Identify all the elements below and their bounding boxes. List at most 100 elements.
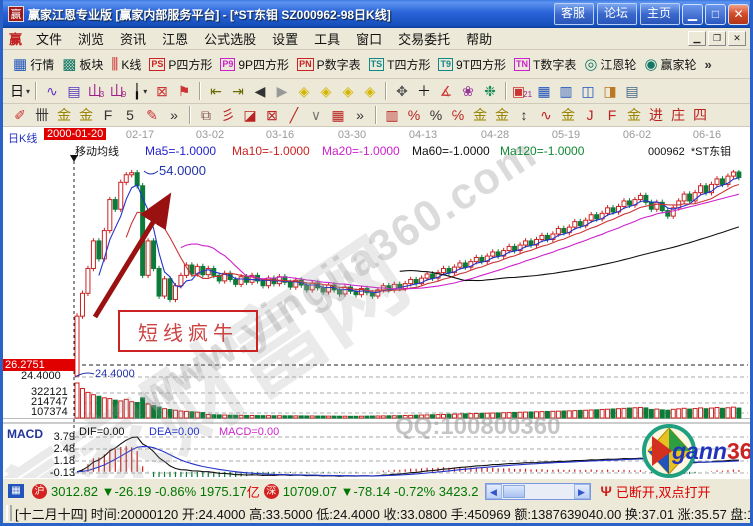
- candle-style-icon[interactable]: ╽ ▾: [129, 81, 151, 101]
- menu-gann[interactable]: 江恩: [162, 32, 189, 47]
- p-square-button[interactable]: PS P四方形: [145, 52, 216, 76]
- menu-file[interactable]: 文件: [36, 32, 63, 47]
- horizontal-scrollbar[interactable]: ◀ ▶: [484, 482, 591, 500]
- chart-area[interactable]: 赢家财富网 www.yingjia360.com QQ:100800360 日K…: [3, 127, 750, 478]
- overflow-mid-icon[interactable]: »: [349, 105, 371, 125]
- 9t-square-button[interactable]: T9 9T四方形: [434, 52, 510, 76]
- toolbar-main-overflow-icon[interactable]: »: [704, 56, 712, 72]
- window-restore-icon[interactable]: ❐: [708, 31, 726, 46]
- first-page-icon[interactable]: ⇤: [205, 81, 227, 101]
- quotes-button[interactable]: ▦ 行情: [9, 52, 58, 76]
- menu-formula-stockpick[interactable]: 公式选股: [204, 32, 257, 47]
- zoom-right-icon[interactable]: ◈: [315, 81, 337, 101]
- p-number-button[interactable]: PN P数字表: [293, 52, 365, 76]
- gann-wheel-button[interactable]: ◎ 江恩轮: [580, 52, 640, 76]
- scroll-left-icon[interactable]: ◀: [485, 483, 502, 499]
- five-grid-icon[interactable]: 5: [119, 105, 141, 125]
- crosshair-icon[interactable]: ＋: [413, 81, 435, 101]
- scale-list-icon[interactable]: ▥: [381, 105, 403, 125]
- window-close-icon[interactable]: ✕: [728, 31, 746, 46]
- kline-canvas[interactable]: [3, 127, 750, 478]
- last-page-icon[interactable]: ⇥: [227, 81, 249, 101]
- overflow-left-icon[interactable]: »: [163, 105, 185, 125]
- 9p-square-button[interactable]: P9 9P四方形: [216, 52, 293, 76]
- wave-gold-icon[interactable]: ∿: [535, 105, 557, 125]
- hand-pan-icon[interactable]: ✥: [391, 81, 413, 101]
- angle-tool-icon[interactable]: ∡: [435, 81, 457, 101]
- shanghai-icon[interactable]: 沪: [32, 483, 47, 499]
- fan-box-icon[interactable]: ◪: [239, 105, 261, 125]
- service-button[interactable]: 客服: [554, 3, 594, 25]
- j-angle-icon[interactable]: J: [579, 105, 601, 125]
- gann-flower-icon[interactable]: ❀: [457, 81, 479, 101]
- page-prev-icon[interactable]: ◀: [249, 81, 271, 101]
- calendar-icon[interactable]: ▣ 21: [511, 81, 533, 101]
- menu-settings[interactable]: 设置: [272, 32, 299, 47]
- jin-angle-icon[interactable]: 进: [645, 105, 667, 125]
- page-next-icon[interactable]: ▶: [271, 81, 293, 101]
- gold-grid-icon[interactable]: 金: [53, 105, 75, 125]
- zoom-left-icon[interactable]: ◈: [293, 81, 315, 101]
- capture-icon[interactable]: ◨: [599, 81, 621, 101]
- percent-slash-icon[interactable]: %: [403, 105, 425, 125]
- menu-tools[interactable]: 工具: [314, 32, 341, 47]
- menu-news[interactable]: 资讯: [120, 32, 147, 47]
- gold-circle-icon[interactable]: 金: [469, 105, 491, 125]
- forum-button[interactable]: 论坛: [597, 3, 637, 25]
- kline-button[interactable]: ⫼ K线: [107, 52, 145, 76]
- home-button[interactable]: 主页: [640, 3, 680, 25]
- scroll-right-icon[interactable]: ▶: [573, 483, 590, 499]
- price-mark-icon[interactable]: ↕: [513, 105, 535, 125]
- si-angle-icon[interactable]: 四: [689, 105, 711, 125]
- shenzhen-icon[interactable]: 深: [263, 483, 279, 499]
- percent-levels-icon[interactable]: ℅: [447, 105, 469, 125]
- zhuang-angle-icon[interactable]: 庄: [667, 105, 689, 125]
- winner-wheel-button[interactable]: ◉ 赢家轮: [640, 52, 700, 76]
- scroll-thumb[interactable]: [502, 484, 525, 498]
- ray-lines-icon[interactable]: ╱: [283, 105, 305, 125]
- close-button[interactable]: ✕: [728, 3, 749, 25]
- brush-icon[interactable]: ✐: [9, 105, 31, 125]
- sectors-button[interactable]: ▩ 板块: [58, 52, 107, 76]
- maximize-button[interactable]: □: [705, 3, 726, 25]
- minimize-button[interactable]: ▁: [682, 3, 703, 25]
- connection-status[interactable]: 已断开,双点打开: [615, 484, 711, 500]
- menu-window[interactable]: 窗口: [356, 32, 383, 47]
- save-icon[interactable]: ◫: [577, 81, 599, 101]
- market-grid-icon[interactable]: ▦: [8, 484, 24, 498]
- frame-tool-icon[interactable]: ⧉: [195, 105, 217, 125]
- gold-levels-icon[interactable]: 金: [491, 105, 513, 125]
- menu-help[interactable]: 帮助: [466, 32, 493, 47]
- window-minimize-icon[interactable]: ▁: [688, 31, 706, 46]
- gold-line-icon[interactable]: 金: [557, 105, 579, 125]
- marker-pen-icon[interactable]: ✎: [141, 105, 163, 125]
- calculator-icon[interactable]: ▦: [533, 81, 555, 101]
- fan-rays-icon[interactable]: 彡: [217, 105, 239, 125]
- gann-knot-icon[interactable]: ❉: [479, 81, 501, 101]
- overlay-curve-icon[interactable]: ∿: [41, 81, 63, 101]
- zigzag-icon[interactable]: ∨: [305, 105, 327, 125]
- pattern-icon[interactable]: ⊠: [151, 81, 173, 101]
- t-square-button[interactable]: TS T四方形: [365, 52, 435, 76]
- notes-icon[interactable]: ▤: [63, 81, 85, 101]
- gann-grid-icon[interactable]: 卌: [31, 105, 53, 125]
- connection-antenna-icon[interactable]: Ψ: [600, 483, 612, 499]
- period-day-selector[interactable]: 日 ▾: [9, 81, 31, 101]
- t-number-button[interactable]: TN T数字表: [510, 52, 580, 76]
- flag-icon[interactable]: ⚑: [173, 81, 195, 101]
- notebook-icon[interactable]: ▥: [555, 81, 577, 101]
- matrix-icon[interactable]: ▦: [327, 105, 349, 125]
- percent-icon[interactable]: %: [425, 105, 447, 125]
- zoom-in-icon[interactable]: ◈: [337, 81, 359, 101]
- print-icon[interactable]: ▤: [621, 81, 643, 101]
- fib-grid-icon[interactable]: F: [97, 105, 119, 125]
- f-angle-icon[interactable]: F: [601, 105, 623, 125]
- zoom-out-icon[interactable]: ◈: [359, 81, 381, 101]
- gold-angle-icon[interactable]: 金: [623, 105, 645, 125]
- menu-trade[interactable]: 交易委托: [398, 32, 451, 47]
- scroll-track[interactable]: [501, 483, 574, 499]
- web-grid-icon[interactable]: ⊠: [261, 105, 283, 125]
- menu-browse[interactable]: 浏览: [78, 32, 105, 47]
